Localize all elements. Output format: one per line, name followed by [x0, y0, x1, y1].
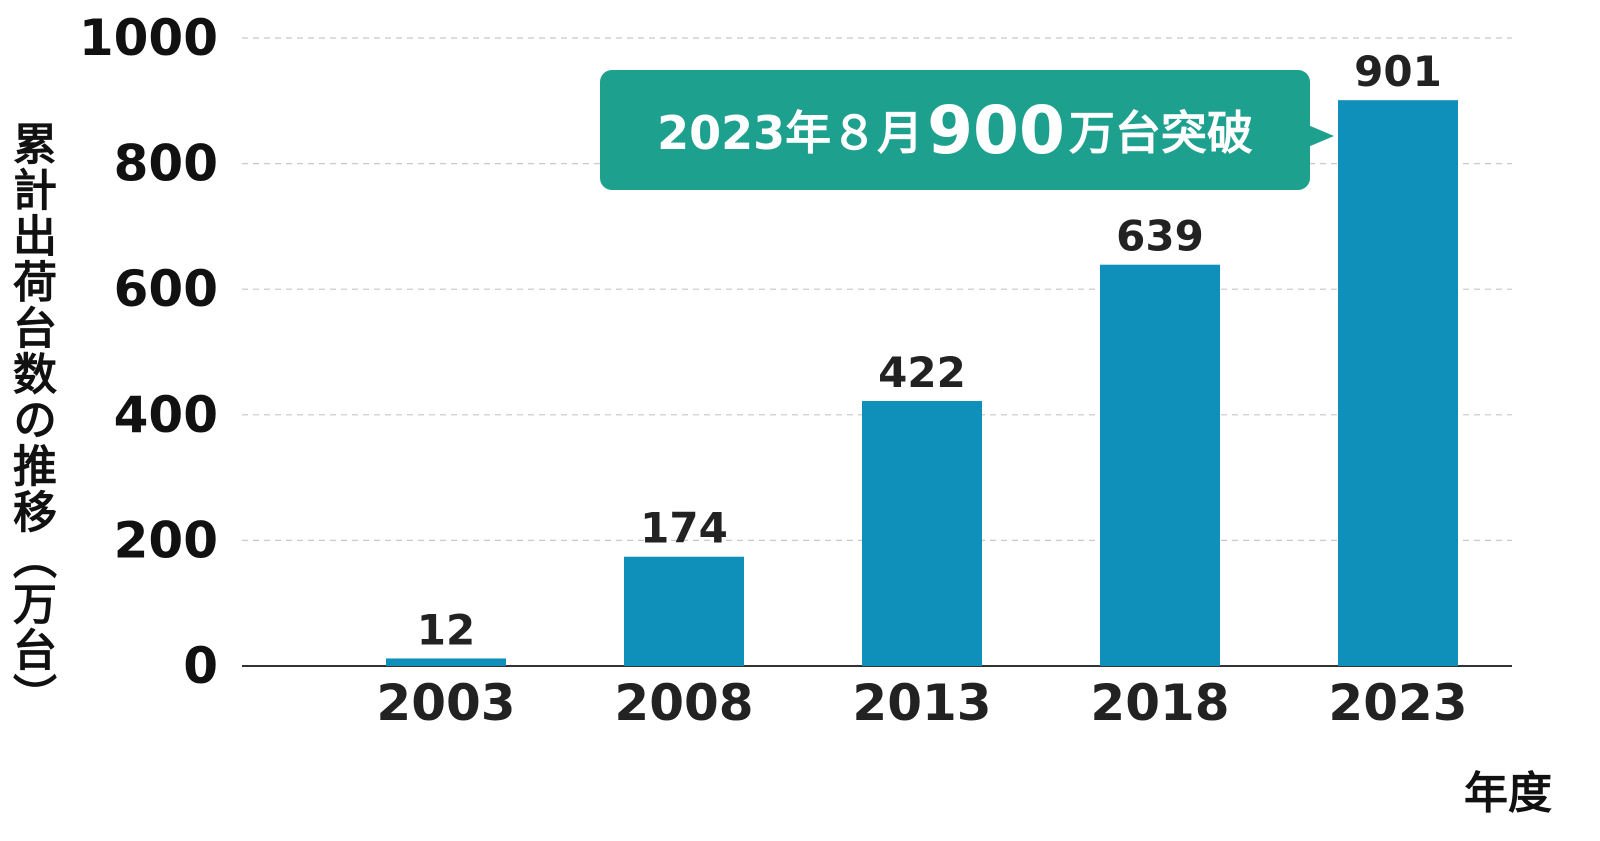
y-axis-title-text: 累計出荷台数の推移（万台）	[5, 121, 56, 719]
data-label: 901	[1354, 47, 1442, 96]
y-tick-label: 400	[114, 386, 218, 444]
bar	[1100, 264, 1220, 666]
callout-suffix: 万台突破	[1068, 106, 1253, 160]
x-axis-ticks: 2003 2008 2013 2018 2023	[376, 674, 1467, 732]
x-tick-label: 2018	[1090, 674, 1229, 732]
data-label: 12	[417, 605, 475, 654]
data-label: 174	[640, 504, 728, 553]
x-tick-label: 2008	[614, 674, 753, 732]
callout-highlight: 900	[927, 91, 1065, 169]
x-axis-title: 年度	[1464, 768, 1552, 819]
data-label: 422	[878, 348, 966, 397]
bar	[862, 400, 982, 666]
bar	[624, 556, 744, 666]
y-tick-label: 0	[183, 637, 218, 695]
data-label: 639	[1116, 212, 1204, 261]
y-tick-label: 200	[114, 511, 218, 569]
x-tick-label: 2023	[1328, 674, 1467, 732]
data-labels: 12 174 422 639 901	[417, 47, 1442, 654]
callout-prefix: 2023年８月	[657, 106, 924, 160]
bar	[1338, 100, 1458, 666]
y-tick-label: 600	[114, 260, 218, 318]
milestone-callout: 2023年８月 900 万台突破	[600, 70, 1334, 190]
callout-pointer	[1308, 125, 1334, 147]
y-tick-label: 1000	[79, 9, 218, 67]
x-tick-label: 2013	[852, 674, 991, 732]
bar	[386, 658, 506, 666]
bars	[386, 100, 1458, 666]
y-tick-label: 800	[114, 135, 218, 193]
y-axis-title: 累計出荷台数の推移（万台）	[0, 20, 60, 820]
y-axis-ticks: 0 200 400 600 800 1000	[79, 9, 218, 695]
x-tick-label: 2003	[376, 674, 515, 732]
